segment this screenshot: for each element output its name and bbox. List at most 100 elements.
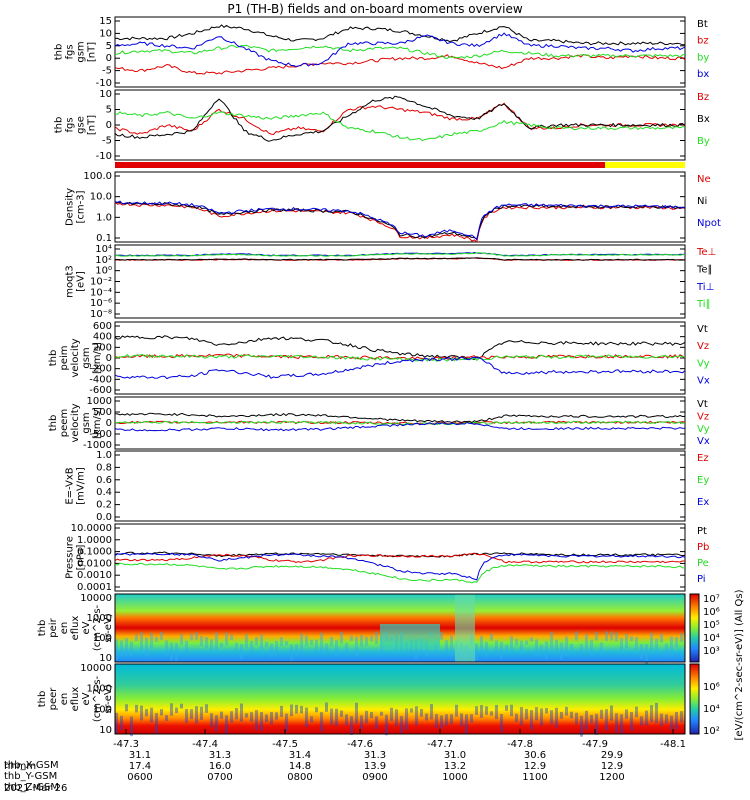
x-tick-label-xgsm: -47.9 xyxy=(582,739,608,750)
colorbar-top-tick: 10⁵ xyxy=(703,620,720,631)
panel-10-texture xyxy=(495,704,498,720)
panel-10-texture xyxy=(550,710,553,725)
panel-9-texture xyxy=(520,640,523,651)
panel-7-ylabel: E=-VxB[mV/m] xyxy=(65,467,87,505)
panel-9-texture xyxy=(480,635,483,653)
panel-10-texture xyxy=(155,713,158,734)
panel-10-texture xyxy=(510,704,513,717)
panel-3-ytick-label: 100.0 xyxy=(83,171,112,182)
panel-7-frame xyxy=(114,450,686,522)
x-row-2-value: 16.0 xyxy=(209,761,231,772)
panel-8-series-Pb xyxy=(114,552,686,564)
legend-8-2: Pb xyxy=(697,542,709,553)
panel-2-ytick-label: 0 xyxy=(106,120,112,131)
panel-9-ylabel: thbpeirenefluxeV(cm^2-s-sr-eV) xyxy=(37,604,114,651)
legend-8-3: Pe xyxy=(697,558,709,569)
panel-10-texture xyxy=(200,706,203,720)
panel-9-ylabel-line: eflux xyxy=(70,616,81,641)
x-axis-row-4-label: hhmm xyxy=(4,761,36,772)
panel-10-ylabel-line: en xyxy=(59,693,70,706)
panel-10-texture xyxy=(625,709,628,719)
x-row-2-value: 13.2 xyxy=(444,761,466,772)
mode-bar-red xyxy=(115,162,605,168)
panel-10-texture xyxy=(645,710,648,726)
x-tick-label-xgsm: -47.6 xyxy=(347,739,373,750)
panel-10-texture xyxy=(130,716,133,737)
colorbar-top-tick: 10⁷ xyxy=(703,594,720,605)
panel-9-texture xyxy=(450,635,453,657)
legend-7-2: Ey xyxy=(697,475,709,486)
panel-9-ylabel-line: thb xyxy=(37,620,48,637)
panel-10-texture xyxy=(180,703,183,709)
chart-title: P1 (TH-B) fields and on-board moments ov… xyxy=(227,2,523,16)
panel-9-texture xyxy=(310,639,313,645)
panel-8-ytick-label: 1.0000 xyxy=(77,535,112,546)
panel-9-gap xyxy=(380,624,440,649)
legend-1-3: by xyxy=(697,52,709,63)
panel-10-texture xyxy=(425,713,428,721)
panel-7-ytick-label: 1.0 xyxy=(96,450,112,461)
panel-9-texture xyxy=(240,643,243,660)
x-tick-label-xgsm: -47.4 xyxy=(192,739,218,750)
panel-10-texture xyxy=(135,704,138,713)
panel-10-ytick-label: 1000 xyxy=(87,684,112,695)
panel-9-texture xyxy=(170,642,173,661)
panel-9-texture xyxy=(190,633,193,641)
panel-8-series-Pi xyxy=(114,552,686,581)
panel-10-texture xyxy=(300,705,303,714)
panel-9-ytick-label: 10 xyxy=(99,653,112,664)
panel-9-texture xyxy=(225,632,228,646)
panel-10-ytick-label: 10 xyxy=(99,725,112,736)
panel-7-ytick-label: 0.8 xyxy=(96,462,112,473)
panel-10-texture xyxy=(145,708,148,717)
x-row-2-value: 12.9 xyxy=(601,761,623,772)
legend-1-4: bx xyxy=(697,69,709,80)
legend-4-2: Te∥ xyxy=(696,264,713,275)
panel-9-texture xyxy=(230,634,233,640)
panel-10-texture xyxy=(245,713,248,718)
panel-9-texture xyxy=(640,643,643,659)
panel-10-texture xyxy=(475,706,478,715)
legend-6-1: Vt xyxy=(697,399,708,410)
panel-1-ylabel-line: fgs xyxy=(65,44,76,59)
panel-10-texture xyxy=(570,711,573,719)
panel-4-ylabel-line: [eV] xyxy=(76,271,87,292)
panel-4-ylabel: moqt3[eV] xyxy=(65,265,87,298)
panel-4-ytick-label: 10⁻⁸ xyxy=(90,309,112,320)
panel-9-texture xyxy=(525,640,528,645)
legend-7-3: Ex xyxy=(697,497,709,508)
panel-9-texture xyxy=(620,638,623,651)
panel-10-texture xyxy=(365,710,368,724)
panel-10-texture xyxy=(325,702,328,712)
panel-9-texture xyxy=(280,636,283,647)
panel-9-texture xyxy=(670,636,673,657)
panel-10-ytick-label: 100 xyxy=(93,704,112,715)
panel-1-frame xyxy=(114,16,686,88)
panel-10-texture xyxy=(460,713,463,727)
x-tick-label-xgsm: -47.3 xyxy=(113,739,139,750)
panel-10-texture xyxy=(430,704,433,720)
panel-9-texture xyxy=(235,642,238,652)
panel-10-texture xyxy=(435,714,438,728)
panel-5-series-Vt xyxy=(114,335,686,360)
panel-10-texture xyxy=(125,704,128,712)
panel-2-series-By xyxy=(114,110,686,142)
panel-9-texture xyxy=(475,643,478,661)
panel-4-ytick-label: 10⁻² xyxy=(90,277,112,288)
panel-10-texture xyxy=(620,714,623,735)
panel-3-ytick-label: 10.0 xyxy=(90,192,112,203)
panel-9-texture xyxy=(330,636,333,647)
legend-3-1: Ne xyxy=(697,174,711,185)
panel-10-texture xyxy=(380,711,383,716)
panel-9-texture xyxy=(600,642,603,651)
panel-5-ylabel-line: thb xyxy=(48,350,59,367)
x-row-3-value: 1000 xyxy=(442,772,467,783)
panel-9-texture xyxy=(585,634,588,650)
panel-10-texture xyxy=(515,713,518,722)
panel-7-ylabel-line: [mV/m] xyxy=(76,467,87,505)
panel-10-texture xyxy=(160,709,163,716)
panel-9-texture xyxy=(140,632,143,651)
panel-10-texture xyxy=(275,712,278,720)
panel-5-ytick-label: -600 xyxy=(89,385,112,396)
panel-8-ytick-label: 0.0100 xyxy=(77,558,112,569)
